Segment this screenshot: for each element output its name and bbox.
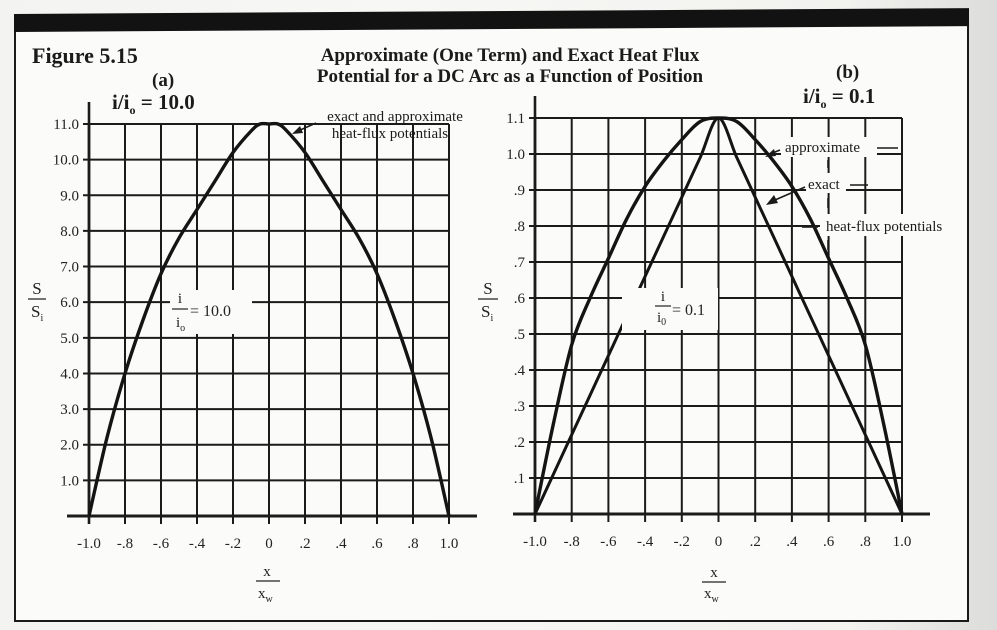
svg-text:Si: Si — [31, 302, 43, 324]
svg-text:.8: .8 — [407, 536, 418, 552]
panel-b-ratio-main: i/i — [803, 84, 821, 108]
panel-b-heat-label-bg — [820, 214, 960, 236]
svg-text:5.0: 5.0 — [60, 331, 79, 347]
panel-b-annotation-approximate: approximate — [785, 140, 860, 156]
svg-text:.6: .6 — [371, 536, 383, 552]
svg-text:7.0: 7.0 — [60, 260, 79, 276]
svg-text:10.0: 10.0 — [53, 153, 79, 169]
panel-a-inline-label-bg — [170, 290, 252, 334]
svg-text:0: 0 — [265, 536, 273, 552]
svg-text:.2: .2 — [514, 435, 525, 451]
svg-text:.6: .6 — [823, 534, 835, 550]
panel-a-grid — [67, 102, 477, 524]
panel-b-approx-arrow — [765, 149, 781, 157]
svg-text:11.0: 11.0 — [53, 117, 79, 133]
svg-text:xw: xw — [258, 586, 274, 605]
panel-b-inline-num: i — [661, 289, 665, 305]
panel-a-ratio-value: = 10.0 — [135, 90, 195, 114]
panel-a-xlabel: x xw — [256, 564, 280, 605]
panel-a-heat-flux-curve — [87, 121, 451, 517]
panel-a-label: (a) — [152, 70, 175, 91]
panel-b-grid — [513, 96, 930, 522]
panel-a-annotation-line1: exact and approximate — [327, 109, 463, 125]
svg-text:-1.0: -1.0 — [77, 536, 101, 552]
svg-text:1.1: 1.1 — [506, 111, 525, 127]
svg-text:xw: xw — [704, 586, 720, 605]
svg-text:x: x — [263, 564, 271, 580]
panel-b-exact-curve — [533, 116, 904, 515]
panel-a-inline-num: i — [178, 291, 182, 307]
svg-text:.3: .3 — [514, 399, 525, 415]
panel-b-ylabel: S Si — [478, 279, 498, 324]
svg-text:8.0: 8.0 — [60, 224, 79, 240]
svg-text:x: x — [710, 565, 718, 581]
svg-text:.9: .9 — [514, 183, 525, 199]
panel-b-ratio-value: = 0.1 — [826, 84, 876, 108]
panel-a-tick-labels: -1.0 -.8 -.6 -.4 -.2 0 .2 .4 .6 .8 1.0 1.0 2.0 3.0 4.0… — [53, 117, 459, 552]
svg-text:.7: .7 — [514, 255, 526, 271]
svg-text:1.0: 1.0 — [506, 147, 525, 163]
svg-text:.2: .2 — [750, 534, 761, 550]
svg-text:.8: .8 — [860, 534, 871, 550]
panel-b-ratio-sub: o — [820, 97, 827, 112]
figure-title: Approximate (One Term) and Exact Heat Fl… — [250, 45, 770, 87]
svg-text:9.0: 9.0 — [60, 188, 79, 204]
panel-b-inline-den: i0 — [657, 310, 666, 328]
panel-a-annotation-line2: heat-flux potentials — [332, 126, 448, 142]
svg-text:.2: .2 — [299, 536, 310, 552]
panel-b-label: (b) — [836, 62, 860, 83]
svg-text:S: S — [483, 279, 492, 298]
svg-text:.1: .1 — [514, 471, 525, 487]
panel-b-tick-labels: -1.0 -.8 -.6 -.4 -.2 0 .2 .4 .6 .8 1.0 .1 .2 .3 .4 .5 .6… — [506, 111, 911, 550]
svg-text:-.6: -.6 — [600, 534, 617, 550]
svg-text:.6: .6 — [514, 291, 526, 307]
panel-a-inline-value: = 10.0 — [190, 303, 231, 320]
svg-text:-.8: -.8 — [564, 534, 580, 550]
svg-text:2.0: 2.0 — [60, 438, 79, 454]
panel-a-ratio: i/io = 10.0 — [112, 90, 195, 118]
svg-text:1.0: 1.0 — [893, 534, 912, 550]
svg-text:1.0: 1.0 — [60, 473, 79, 489]
svg-text:1.0: 1.0 — [440, 536, 459, 552]
svg-text:-.6: -.6 — [153, 536, 170, 552]
svg-text:.4: .4 — [335, 536, 347, 552]
panel-b-inline-label-bg — [622, 288, 718, 330]
panel-b-annotation-exact: exact — [808, 177, 840, 193]
svg-text:.4: .4 — [786, 534, 798, 550]
svg-text:S: S — [32, 279, 41, 298]
svg-text:.5: .5 — [514, 327, 525, 343]
panel-b-annotation-bracket — [802, 147, 898, 250]
svg-text:-.4: -.4 — [637, 534, 654, 550]
panel-a-ratio-sub: o — [129, 103, 136, 118]
panel-b-ratio: i/io = 0.1 — [803, 84, 875, 112]
panel-b-inline-value: = 0.1 — [672, 302, 705, 319]
panel-a-ratio-main: i/i — [112, 90, 130, 114]
figure-number: Figure 5.15 — [32, 43, 138, 68]
panel-a-annotation-arrow — [292, 122, 317, 134]
svg-text:0: 0 — [715, 534, 723, 550]
svg-text:4.0: 4.0 — [60, 366, 79, 382]
panel-b-approx-label-bg — [781, 137, 877, 157]
svg-text:-1.0: -1.0 — [523, 534, 547, 550]
svg-text:-.2: -.2 — [674, 534, 690, 550]
svg-text:6.0: 6.0 — [60, 295, 79, 311]
panel-a-inline-den: io — [176, 315, 185, 334]
svg-text:3.0: 3.0 — [60, 402, 79, 418]
panel-b-annotation-heat-flux: heat-flux potentials — [826, 219, 942, 235]
svg-text:-.8: -.8 — [117, 536, 133, 552]
panel-a-ylabel: S Si — [28, 279, 46, 324]
panel-b-xlabel: x xw — [702, 565, 726, 605]
svg-text:.4: .4 — [514, 363, 526, 379]
svg-text:.8: .8 — [514, 219, 525, 235]
svg-text:-.2: -.2 — [225, 536, 241, 552]
svg-text:-.4: -.4 — [189, 536, 206, 552]
panel-b-exact-label-bg — [806, 173, 846, 193]
figure-title-line2: Potential for a DC Arc as a Function of … — [316, 66, 704, 87]
figure-title-line1: Approximate (One Term) and Exact Heat Fl… — [320, 45, 700, 66]
svg-text:Si: Si — [481, 302, 493, 324]
panel-b-exact-arrow — [766, 186, 806, 205]
